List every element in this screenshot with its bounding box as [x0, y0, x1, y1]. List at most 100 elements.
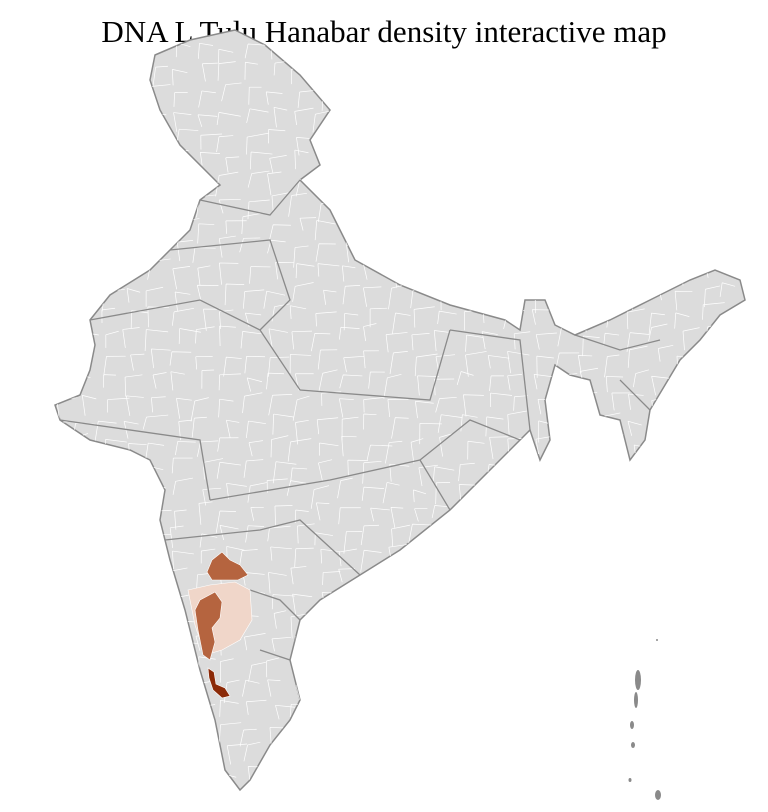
district-border	[725, 198, 745, 222]
district-border	[626, 700, 651, 718]
district-border	[560, 124, 582, 143]
district-border	[722, 369, 736, 386]
district-border	[682, 327, 700, 351]
district-border	[580, 175, 606, 190]
district-border	[124, 374, 143, 397]
district-border	[723, 133, 741, 151]
district-border	[81, 69, 99, 90]
district-border	[482, 729, 504, 747]
district-border	[413, 677, 429, 697]
district-border	[651, 375, 673, 396]
district-border	[465, 351, 487, 377]
state-border	[164, 519, 361, 576]
district-border	[172, 477, 194, 495]
district-border	[100, 528, 122, 542]
district-border	[699, 222, 716, 240]
district-border	[506, 511, 528, 533]
state-border	[89, 299, 301, 391]
district-border	[218, 262, 239, 285]
district-border	[462, 610, 481, 636]
district-border	[650, 599, 668, 617]
district-border	[752, 506, 768, 522]
district-border	[746, 484, 767, 500]
district-border	[750, 67, 765, 84]
district-border	[271, 192, 290, 212]
district-border	[437, 414, 463, 433]
region-medium-density-coast[interactable]	[194, 591, 223, 661]
district-border	[99, 128, 117, 144]
district-border	[678, 417, 695, 440]
district-border	[460, 414, 478, 432]
district-border	[103, 259, 118, 274]
state-border	[249, 589, 301, 621]
district-border	[632, 127, 647, 148]
district-border	[681, 172, 698, 190]
district-border	[344, 746, 360, 761]
island	[634, 692, 638, 708]
district-border	[608, 106, 630, 124]
district-border	[383, 374, 402, 399]
district-border	[651, 438, 671, 457]
district-border	[704, 89, 718, 104]
district-border	[342, 662, 361, 680]
district-border	[120, 528, 143, 542]
district-border	[552, 393, 569, 415]
district-border	[536, 722, 553, 738]
district-border	[130, 353, 145, 371]
island	[628, 778, 632, 782]
district-border	[697, 237, 721, 252]
district-border	[625, 62, 643, 80]
district-border	[671, 634, 694, 652]
island	[655, 790, 661, 800]
district-border	[679, 86, 700, 107]
district-border	[723, 764, 741, 784]
district-border	[386, 722, 403, 741]
district-border	[559, 551, 572, 573]
district-border	[486, 283, 506, 301]
district-border	[75, 507, 96, 528]
district-border	[606, 772, 629, 790]
district-border	[315, 243, 336, 262]
district-border	[363, 612, 380, 634]
district-border	[561, 219, 581, 234]
district-border	[57, 218, 76, 235]
district-border	[339, 194, 362, 214]
district-border	[413, 489, 427, 503]
district-border	[73, 708, 99, 732]
district-border	[626, 748, 643, 766]
district-border	[81, 132, 97, 151]
india-outline[interactable]	[54, 29, 746, 792]
district-border	[314, 676, 332, 693]
district-border	[144, 679, 169, 695]
district-border	[218, 797, 239, 812]
district-border	[315, 701, 333, 715]
district-border	[246, 420, 266, 439]
district-border	[578, 656, 598, 673]
district-border	[199, 152, 221, 166]
district-border	[657, 344, 674, 362]
district-border	[267, 171, 282, 196]
district-border	[126, 242, 145, 261]
district-border	[315, 502, 330, 521]
district-border	[506, 172, 520, 197]
district-border	[508, 686, 528, 700]
district-border	[72, 772, 96, 790]
region-high-density[interactable]	[207, 667, 231, 699]
district-border	[415, 174, 437, 192]
island	[635, 670, 641, 690]
district-border	[74, 222, 93, 246]
district-border	[292, 282, 314, 302]
region-medium-density-north[interactable]	[206, 551, 249, 581]
district-border	[71, 84, 88, 103]
district-border	[292, 395, 310, 421]
district-border	[658, 746, 679, 760]
district-border	[147, 702, 165, 726]
district-border	[359, 222, 384, 246]
district-border	[534, 63, 554, 82]
district-border	[176, 240, 194, 262]
district-border	[554, 773, 573, 790]
district-border	[658, 418, 671, 443]
district-border	[55, 458, 72, 477]
district-border	[431, 505, 450, 518]
